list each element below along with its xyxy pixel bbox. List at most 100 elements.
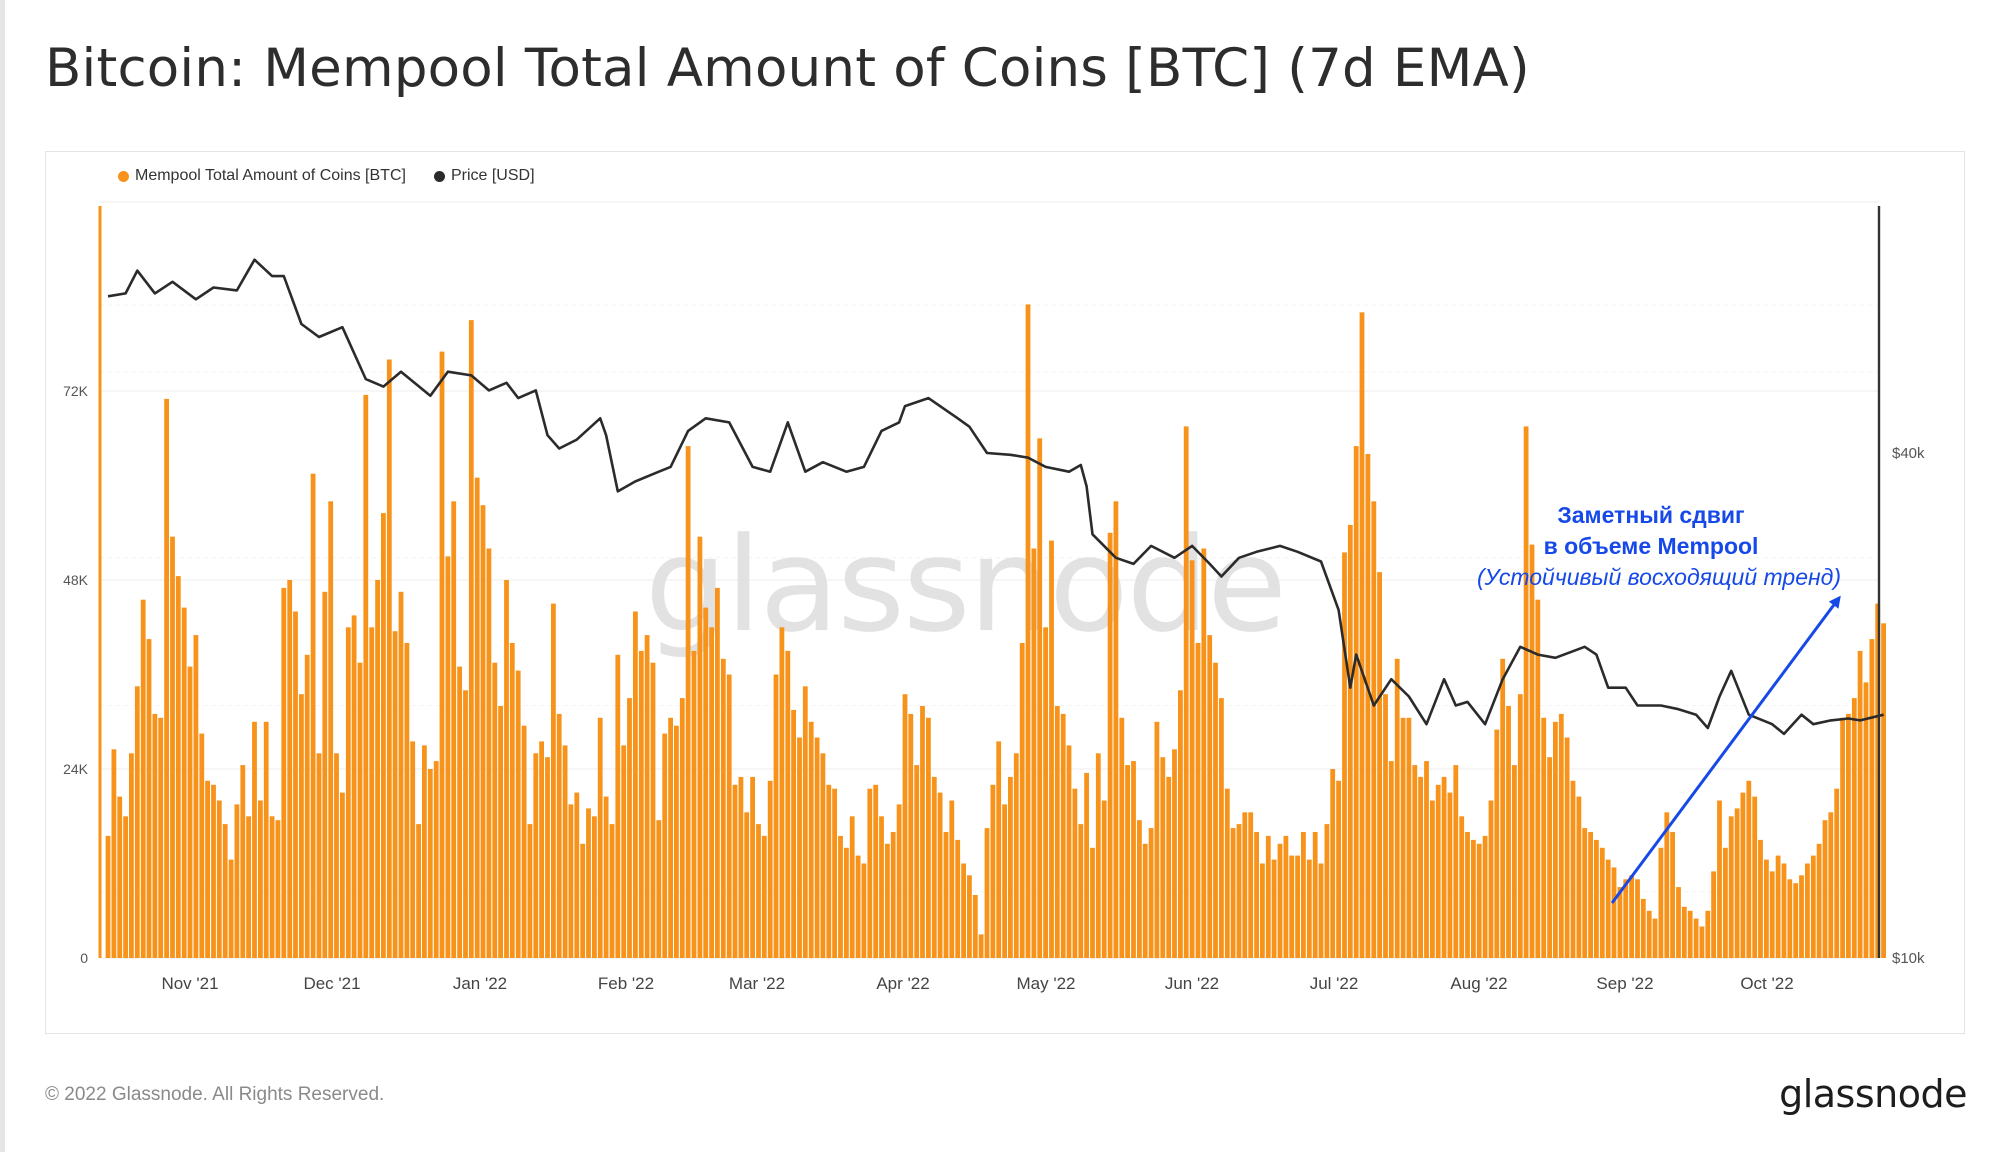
mempool-bar [861, 863, 867, 958]
mempool-bar [240, 765, 246, 958]
mempool-bar [445, 556, 451, 958]
mempool-bar [293, 611, 298, 958]
mempool-bar [1371, 501, 1377, 959]
mempool-bar [1072, 788, 1078, 958]
mempool-bar [152, 713, 158, 958]
mempool-bar [978, 934, 984, 958]
mempool-bar [1681, 906, 1687, 958]
x-tick-label: Aug '22 [1450, 974, 1507, 993]
mempool-bar [580, 843, 586, 958]
annotation-line2: в объеме Mempool [1544, 533, 1759, 559]
mempool-bar [1857, 650, 1863, 958]
footer-logo[interactable]: glassnode [1779, 1072, 1967, 1116]
mempool-bar [844, 847, 849, 959]
mempool-bar [1658, 847, 1664, 959]
mempool-bar [1008, 776, 1013, 958]
mempool-bar [299, 694, 304, 958]
mempool-bar [1623, 879, 1629, 959]
mempool-bar [1576, 796, 1582, 958]
footer-copyright: © 2022 Glassnode. All Rights Reserved. [45, 1084, 385, 1105]
mempool-bar [1541, 717, 1547, 958]
mempool-bar [316, 753, 322, 959]
mempool-bar [1769, 871, 1775, 958]
mempool-bar [1775, 855, 1781, 958]
mempool-bar [703, 607, 709, 958]
mempool-bar [867, 788, 873, 958]
mempool-bar [480, 505, 486, 958]
mempool-bar [726, 674, 732, 958]
mempool-bar [1154, 721, 1160, 959]
price-line [107, 258, 1884, 736]
mempool-bar [509, 643, 515, 958]
mempool-bar [1347, 524, 1353, 958]
mempool-bar [1670, 832, 1675, 958]
mempool-bar [181, 607, 187, 958]
legend-dot-orange-icon [118, 170, 129, 182]
mempool-bar [422, 745, 427, 958]
mempool-bar [328, 501, 334, 959]
mempool-bar [1430, 800, 1435, 958]
mempool-bar [802, 686, 808, 958]
mempool-bar [902, 694, 908, 958]
x-tick-label: Jun '22 [1165, 974, 1219, 993]
mempool-bar [633, 611, 638, 958]
mempool-bar [140, 599, 146, 958]
mempool-bar [679, 698, 685, 958]
x-tick-label: May '22 [1017, 974, 1076, 993]
mempool-bar [1388, 761, 1394, 958]
mempool-bar [234, 804, 240, 958]
y-left-tick-label: 48K [63, 572, 89, 588]
mempool-bar [398, 591, 404, 958]
mempool-bar [597, 717, 603, 958]
mempool-bar [1242, 812, 1248, 958]
mempool-bar [1125, 765, 1130, 958]
mempool-bar [1640, 898, 1646, 958]
mempool-bar [375, 580, 380, 958]
mempool-bar [416, 824, 421, 958]
mempool-bar [1740, 792, 1746, 958]
mempool-bar [1213, 662, 1218, 958]
mempool-bar [1330, 769, 1336, 958]
mempool-bar [562, 745, 568, 958]
mempool-bar [1248, 812, 1254, 958]
mempool-bar [1383, 694, 1388, 958]
mempool-bar [1646, 910, 1652, 959]
mempool-bar [949, 800, 955, 958]
mempool-bar [621, 745, 627, 958]
left-border-strip [0, 0, 5, 1152]
mempool-bar [791, 709, 796, 958]
mempool-bar [468, 320, 474, 959]
mempool-bar [568, 804, 574, 958]
mempool-bar [990, 784, 996, 959]
mempool-bar [627, 698, 632, 958]
y-left-tick-label: 0 [80, 950, 88, 966]
mempool-bar [797, 737, 802, 958]
mempool-bar [638, 650, 644, 958]
mempool-bar [767, 780, 773, 958]
mempool-bar [1142, 843, 1148, 958]
mempool-bar [164, 398, 169, 958]
legend-item-mempool[interactable]: Mempool Total Amount of Coins [BTC] [118, 167, 406, 185]
mempool-bar [1547, 757, 1552, 958]
mempool-bar [931, 776, 937, 958]
mempool-bar [908, 713, 914, 958]
mempool-bar [146, 639, 152, 958]
mempool-bar [1137, 820, 1142, 958]
mempool-bar [287, 580, 293, 958]
legend-item-price[interactable]: Price [USD] [433, 167, 535, 185]
mempool-bar [1435, 784, 1441, 959]
mempool-bar [1494, 729, 1500, 958]
mempool-bar [1119, 717, 1125, 958]
mempool-bar [404, 643, 410, 958]
mempool-bar [972, 895, 978, 958]
mempool-bar [1412, 765, 1418, 958]
mempool-bar [117, 796, 123, 958]
mempool-bar [345, 627, 351, 959]
mempool-bar [1611, 867, 1617, 958]
mempool-bar [1095, 753, 1101, 959]
annotation-line1: Заметный сдвиг [1557, 502, 1744, 528]
mempool-bar [205, 780, 210, 958]
mempool-bar [381, 513, 386, 958]
mempool-bar [1336, 780, 1341, 958]
mempool-bar [1295, 855, 1300, 958]
